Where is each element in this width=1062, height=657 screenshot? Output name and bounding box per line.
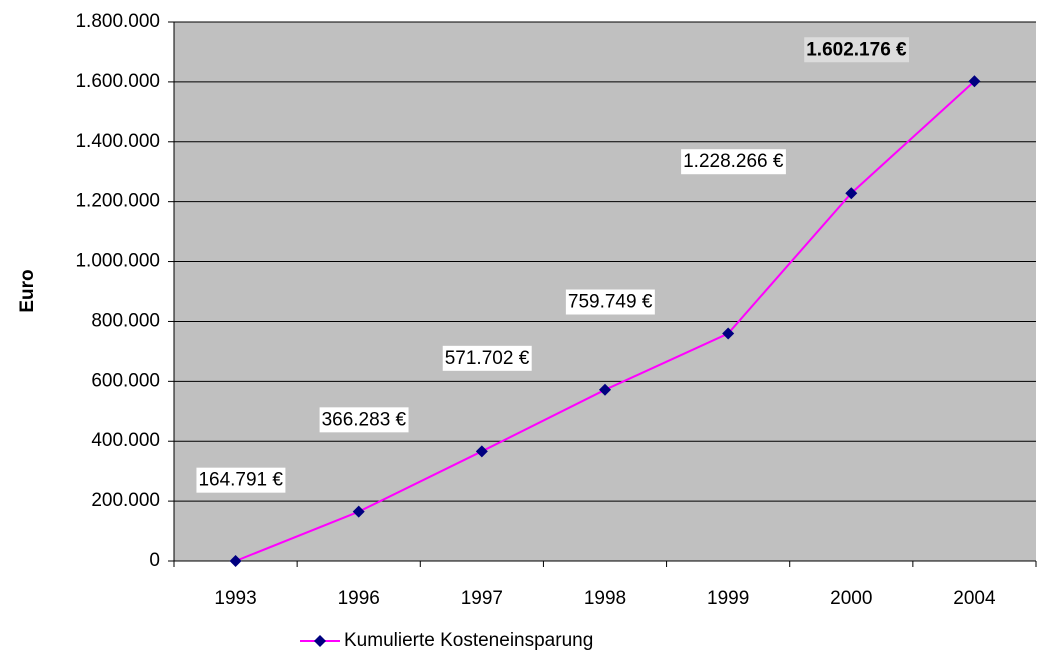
data-label: 1.602.176 €	[806, 39, 907, 60]
data-label-bg	[804, 37, 910, 63]
legend-marker	[314, 635, 326, 647]
y-tick-label: 800.000	[91, 310, 160, 331]
marker	[229, 555, 242, 567]
marker	[599, 383, 611, 396]
legend-label: Kumulierte Kosteneinsparung	[344, 630, 593, 651]
marker	[722, 327, 735, 340]
marker	[352, 505, 365, 518]
data-label-bg	[442, 345, 532, 371]
y-tick-label: 1.800.000	[75, 11, 160, 32]
data-label: 759.749 €	[568, 292, 653, 313]
data-label-bg	[319, 407, 409, 433]
y-axis-label: Euro	[17, 269, 38, 312]
marker	[968, 75, 981, 88]
data-label: 1.228.266 €	[683, 151, 784, 172]
y-tick-label: 0	[149, 550, 160, 571]
data-label: 164.791 €	[198, 470, 283, 491]
x-tick-label: 1998	[584, 588, 626, 609]
x-tick-label: 2000	[830, 588, 872, 609]
y-tick-label: 1.200.000	[75, 191, 160, 212]
y-tick-label: 200.000	[91, 490, 160, 511]
data-label-bg	[565, 289, 655, 315]
y-tick-label: 1.600.000	[75, 71, 160, 92]
marker	[845, 187, 858, 200]
x-tick-label: 1999	[707, 588, 749, 609]
data-label: 366.283 €	[322, 409, 407, 430]
y-tick-label: 400.000	[91, 430, 160, 451]
y-tick-label: 600.000	[91, 370, 160, 391]
y-tick-label: 1.000.000	[75, 251, 160, 272]
data-label-bg	[196, 467, 286, 493]
marker	[475, 445, 488, 458]
y-tick-label: 1.400.000	[75, 131, 160, 152]
data-label-bg	[681, 149, 786, 175]
x-tick-label: 1993	[214, 588, 256, 609]
x-tick-label: 2004	[953, 588, 996, 609]
data-label: 571.702 €	[445, 348, 530, 369]
x-tick-label: 1996	[338, 588, 380, 609]
x-tick-label: 1997	[461, 588, 503, 609]
